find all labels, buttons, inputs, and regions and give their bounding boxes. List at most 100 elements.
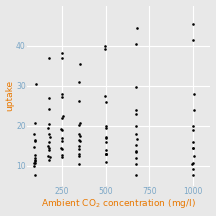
- Point: [191, 128, 195, 131]
- Point: [104, 95, 107, 98]
- Point: [104, 135, 107, 138]
- Point: [192, 92, 195, 96]
- Point: [191, 146, 194, 149]
- Point: [33, 145, 36, 148]
- Point: [134, 149, 137, 152]
- Point: [33, 121, 37, 125]
- Point: [33, 140, 36, 143]
- Point: [105, 126, 108, 129]
- Point: [60, 116, 64, 120]
- Point: [47, 108, 51, 111]
- Point: [60, 148, 64, 151]
- Point: [135, 125, 138, 128]
- Point: [135, 42, 138, 45]
- Point: [60, 95, 64, 98]
- Point: [48, 140, 51, 144]
- Point: [33, 156, 36, 159]
- Point: [191, 124, 194, 128]
- Point: [192, 108, 195, 112]
- Point: [60, 127, 63, 130]
- Point: [105, 152, 108, 156]
- Point: [78, 140, 81, 143]
- Point: [78, 154, 81, 157]
- Point: [191, 146, 194, 149]
- Point: [47, 132, 50, 136]
- Point: [191, 22, 194, 26]
- Point: [104, 152, 108, 155]
- Point: [34, 173, 37, 177]
- Point: [192, 162, 195, 165]
- Point: [192, 154, 195, 157]
- Point: [33, 132, 36, 135]
- Point: [46, 127, 50, 130]
- Point: [78, 138, 81, 141]
- Point: [48, 96, 51, 99]
- Point: [33, 162, 36, 165]
- Point: [104, 140, 108, 143]
- Point: [78, 147, 81, 150]
- Point: [134, 151, 138, 154]
- Point: [104, 45, 107, 48]
- Point: [60, 51, 64, 54]
- Point: [34, 138, 37, 142]
- Point: [47, 144, 50, 148]
- Point: [48, 135, 51, 138]
- Point: [191, 173, 194, 176]
- Point: [78, 144, 81, 147]
- Point: [191, 38, 195, 42]
- Point: [33, 161, 37, 165]
- Point: [134, 156, 138, 160]
- Point: [134, 162, 137, 166]
- Point: [191, 162, 194, 166]
- Point: [135, 108, 138, 111]
- Point: [33, 164, 36, 168]
- Point: [78, 135, 81, 138]
- Point: [78, 122, 81, 125]
- Point: [192, 141, 195, 144]
- Point: [33, 154, 37, 157]
- Point: [33, 158, 37, 162]
- Point: [48, 158, 51, 162]
- Point: [60, 92, 64, 95]
- Point: [47, 148, 51, 152]
- Point: [61, 154, 64, 157]
- Point: [77, 100, 81, 103]
- Point: [61, 56, 64, 59]
- Y-axis label: uptake: uptake: [6, 80, 14, 111]
- Point: [78, 123, 81, 127]
- Point: [135, 85, 138, 88]
- Point: [78, 62, 82, 66]
- Point: [47, 155, 50, 158]
- Point: [78, 80, 81, 84]
- Point: [34, 82, 37, 85]
- Point: [60, 155, 64, 159]
- Point: [48, 146, 51, 150]
- Point: [134, 132, 137, 136]
- Point: [77, 162, 81, 166]
- Point: [191, 167, 194, 170]
- Point: [61, 115, 64, 118]
- X-axis label: Ambient CO$_2$ concentration (mg/l): Ambient CO$_2$ concentration (mg/l): [41, 197, 196, 210]
- Point: [47, 57, 51, 60]
- Point: [134, 143, 138, 146]
- Point: [134, 173, 138, 177]
- Point: [48, 156, 51, 159]
- Point: [60, 146, 63, 150]
- Point: [104, 148, 107, 152]
- Point: [104, 136, 108, 140]
- Point: [60, 129, 64, 132]
- Point: [135, 112, 138, 116]
- Point: [104, 125, 107, 128]
- Point: [135, 26, 138, 30]
- Point: [77, 152, 81, 156]
- Point: [33, 159, 37, 162]
- Point: [47, 123, 51, 126]
- Point: [103, 47, 107, 51]
- Point: [104, 160, 108, 164]
- Point: [135, 137, 138, 141]
- Point: [104, 100, 108, 104]
- Point: [78, 132, 81, 135]
- Point: [104, 152, 108, 155]
- Point: [61, 140, 64, 143]
- Point: [60, 136, 64, 140]
